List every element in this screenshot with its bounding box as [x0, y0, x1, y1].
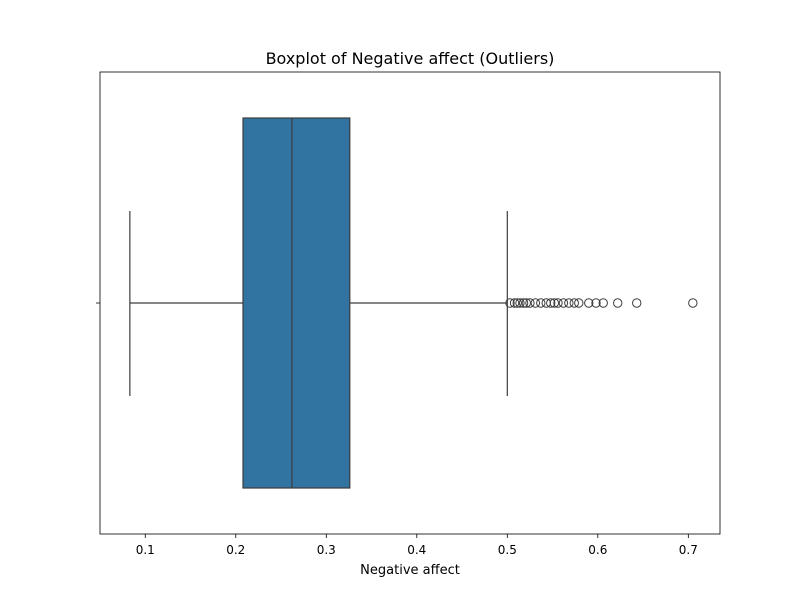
iqr-box — [242, 117, 351, 489]
outlier-point — [549, 298, 560, 308]
x-tick-label: 0.1 — [136, 543, 155, 557]
x-tick-label: 0.5 — [498, 543, 517, 557]
outlier-point — [521, 298, 532, 308]
outlier-point — [598, 298, 608, 308]
chart-title: Boxplot of Negative affect (Outliers) — [266, 49, 555, 68]
outlier-point — [515, 298, 525, 308]
x-tick-label: 0.6 — [588, 543, 607, 557]
outlier-point — [536, 298, 546, 308]
x-tick-label: 0.3 — [317, 543, 336, 557]
x-axis: 0.1 0.2 0.3 0.4 0.5 0.6 0.7 — [136, 534, 698, 557]
outlier-point — [518, 298, 529, 308]
x-tick-label: 0.2 — [226, 543, 245, 557]
x-tick-label: 0.7 — [679, 543, 698, 557]
outlier-point — [591, 298, 601, 308]
outlier-point — [509, 298, 520, 308]
outlier-point — [530, 298, 541, 308]
plot-area — [129, 117, 698, 489]
outlier-point — [632, 298, 642, 308]
outlier-point — [525, 298, 535, 308]
outlier-point — [564, 298, 574, 308]
outlier-point — [569, 298, 579, 308]
x-axis-label: Negative affect — [360, 563, 460, 578]
outlier-point — [688, 298, 698, 308]
outlier-point — [553, 298, 563, 308]
outlier-point — [505, 298, 515, 308]
x-tick-label: 0.4 — [407, 543, 426, 557]
outlier-point — [512, 298, 522, 308]
outlier-point — [613, 298, 623, 308]
outlier-point — [584, 298, 594, 308]
outlier-point — [574, 298, 584, 308]
outlier-point — [558, 298, 569, 308]
outlier-point — [546, 298, 556, 308]
